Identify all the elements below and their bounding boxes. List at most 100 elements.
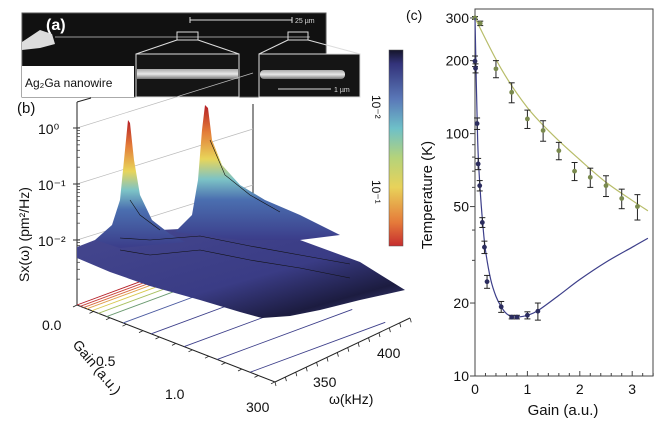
x-axis-label: Gain (a.u.) bbox=[528, 402, 599, 419]
y-tick-label: 100 bbox=[446, 126, 470, 142]
omega-tick bbox=[389, 328, 391, 333]
data-point bbox=[472, 58, 478, 64]
data-point bbox=[514, 314, 520, 320]
data-point bbox=[556, 148, 562, 154]
z-gridlines bbox=[73, 72, 254, 280]
panel-c-label: (c) bbox=[406, 7, 422, 23]
y-tick-label: 200 bbox=[446, 53, 470, 69]
gain-tick bbox=[204, 355, 210, 359]
data-point bbox=[477, 20, 483, 26]
series-1 bbox=[472, 15, 649, 221]
gain-tick-label: 0.5 bbox=[96, 353, 116, 369]
colorbar-tick-label: 10⁻² bbox=[369, 95, 383, 119]
data-point bbox=[475, 161, 481, 167]
zoom-line bbox=[197, 39, 240, 55]
y-tick-label: 10 bbox=[453, 368, 469, 384]
gain-tick bbox=[89, 311, 94, 314]
data-point bbox=[493, 66, 499, 72]
y-tick-label: 300 bbox=[446, 10, 470, 26]
x-ticks bbox=[474, 371, 654, 376]
data-point bbox=[525, 116, 530, 122]
surface-peak-1 bbox=[95, 120, 185, 248]
omega-tick bbox=[357, 342, 360, 347]
gain-tick bbox=[270, 381, 276, 385]
y-tick-labels: 10 20 50 100 200 300 bbox=[446, 10, 470, 384]
y-axis-label: Temperature (K) bbox=[419, 141, 436, 249]
zoom-line bbox=[307, 39, 361, 55]
data-point bbox=[482, 244, 487, 250]
omega-tick bbox=[378, 332, 381, 338]
panel-a: 25 µm 1 µm (a) Ag₂Ga nanowire bbox=[21, 12, 361, 98]
data-point bbox=[540, 128, 546, 133]
scalebar-inset-label: 1 µm bbox=[334, 87, 350, 94]
caption-box bbox=[22, 66, 134, 97]
omega-axis-label: ω(kHz) bbox=[329, 391, 373, 407]
omega-tick-label: 400 bbox=[377, 345, 401, 361]
data-point bbox=[525, 312, 530, 318]
data-point bbox=[535, 308, 541, 314]
omega-tick-label: 350 bbox=[313, 374, 337, 390]
omega-axis bbox=[274, 317, 411, 383]
data-point bbox=[587, 174, 593, 180]
series-layer bbox=[472, 15, 649, 321]
colorbar bbox=[388, 49, 404, 247]
x-tick-labels: 0 1 2 3 bbox=[471, 381, 636, 397]
omega-tick bbox=[347, 347, 350, 352]
zoom-box-1 bbox=[176, 31, 199, 41]
scalebar-main-label: 25 µm bbox=[295, 18, 315, 25]
zoom-line bbox=[135, 39, 178, 55]
gain-tick bbox=[171, 343, 177, 346]
y-ticks bbox=[470, 17, 475, 377]
omega-tick bbox=[285, 377, 287, 382]
gain-tick bbox=[138, 330, 144, 333]
data-point bbox=[619, 196, 625, 201]
z-axis-label: Sx(ω) (pm²/Hz) bbox=[16, 187, 32, 282]
zoom-box-2 bbox=[287, 31, 309, 41]
panel-b-label: (b) bbox=[17, 100, 35, 117]
z-tick-label: 10⁰ bbox=[38, 121, 60, 137]
gain-tick bbox=[155, 336, 160, 340]
floor-trace bbox=[217, 309, 353, 360]
data-point bbox=[479, 220, 485, 225]
z-tick-label: 10⁻¹ bbox=[38, 177, 66, 193]
gain-tick bbox=[237, 368, 243, 372]
omega-tick bbox=[399, 323, 402, 328]
contour-line bbox=[129, 199, 161, 231]
contour-line bbox=[209, 139, 281, 213]
y-tick-label: 20 bbox=[453, 295, 469, 311]
plot-frame bbox=[474, 8, 654, 377]
gain-tick bbox=[254, 375, 259, 378]
z-gridline bbox=[76, 128, 254, 185]
z-gridline bbox=[76, 72, 254, 129]
omega-tick bbox=[326, 357, 329, 362]
x-tick-label: 2 bbox=[576, 381, 584, 397]
data-point bbox=[477, 183, 483, 189]
x-tick-label: 3 bbox=[628, 381, 636, 397]
nanowire-caption: Ag₂Ga nanowire bbox=[25, 76, 113, 90]
y-tick-label: 50 bbox=[453, 199, 469, 215]
gain-axis-label: Gain (a.u.) bbox=[70, 337, 125, 398]
data-point bbox=[498, 304, 504, 310]
inset-2-wire bbox=[260, 70, 345, 79]
omega-tick bbox=[316, 362, 318, 367]
z-tick-label: 10⁻² bbox=[38, 233, 66, 249]
omega-tick bbox=[274, 381, 277, 387]
data-point bbox=[603, 183, 609, 189]
gain-tick bbox=[221, 362, 226, 365]
gain-tick-label: 1.0 bbox=[165, 386, 185, 402]
contour-line bbox=[119, 235, 351, 265]
omega-tick bbox=[337, 352, 339, 357]
gain-tick bbox=[105, 317, 111, 321]
data-point bbox=[509, 89, 515, 95]
surface-floor bbox=[77, 226, 405, 318]
data-point bbox=[572, 168, 577, 174]
back-edge bbox=[76, 97, 92, 103]
panel-b: (b) 10⁰ 10⁻¹ 10⁻² Sx(ω) (pm²/Hz) 0.0 0.5… bbox=[16, 49, 412, 415]
gain-tick bbox=[188, 349, 193, 353]
colorbar-tick-label: 10⁻¹ bbox=[369, 180, 383, 204]
omega-tick bbox=[305, 367, 308, 372]
series-2 bbox=[472, 17, 649, 321]
gain-tick-label: 0.0 bbox=[42, 317, 62, 333]
gain-tick bbox=[122, 323, 127, 327]
